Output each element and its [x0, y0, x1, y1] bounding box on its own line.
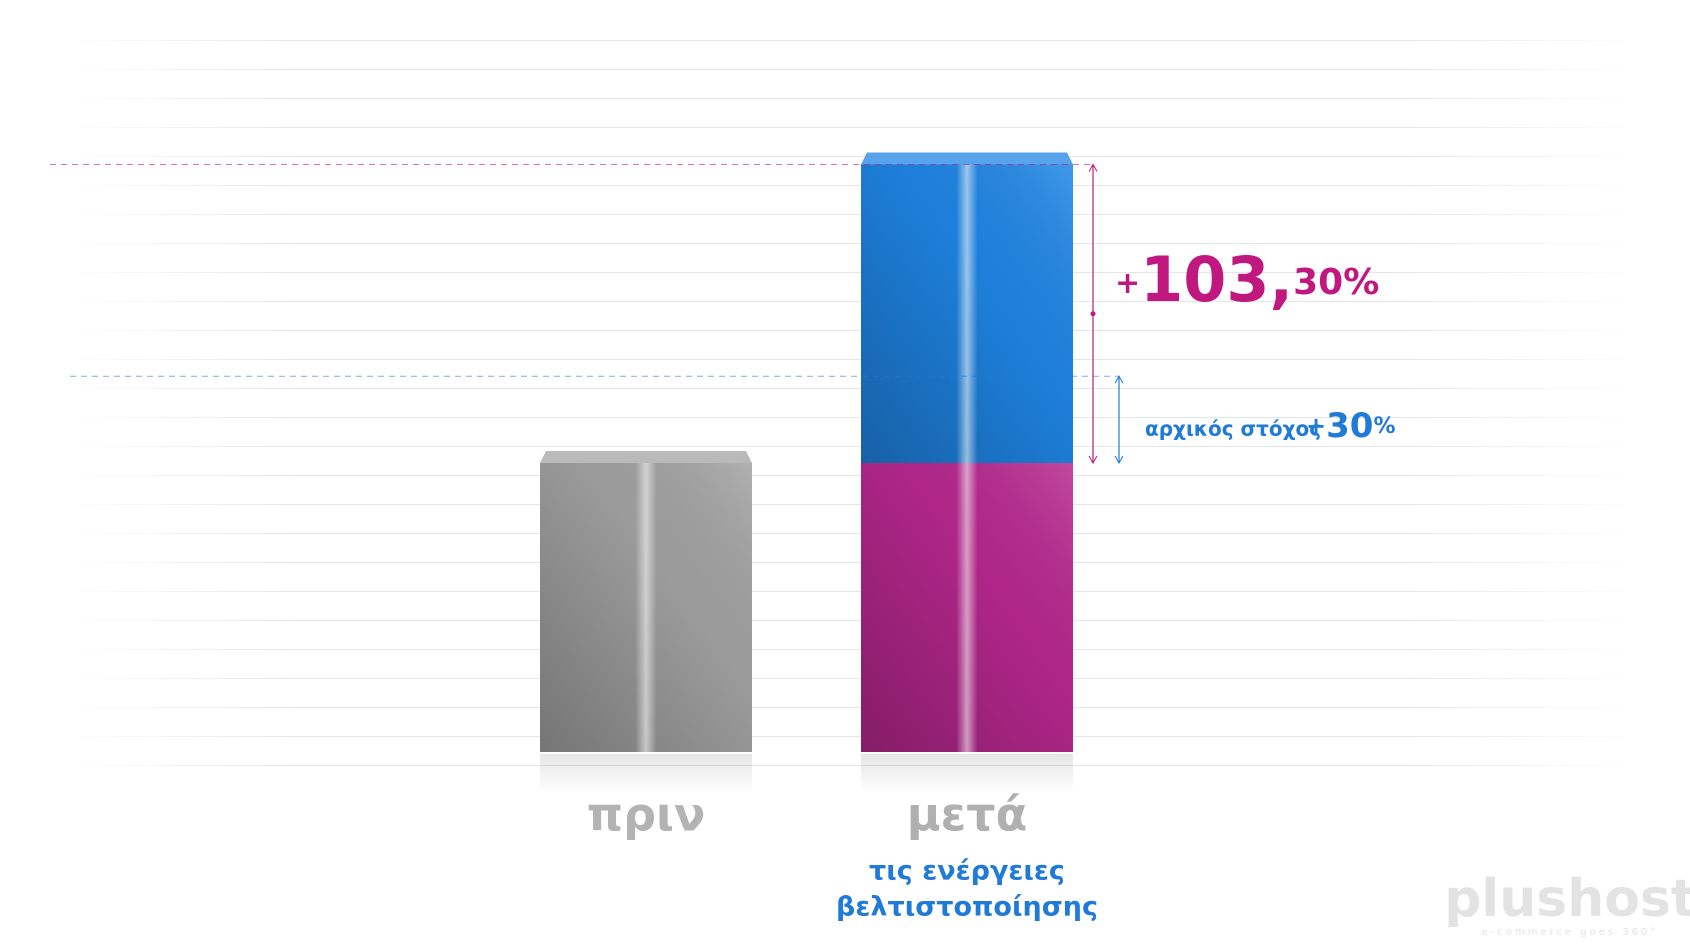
background-line [60, 272, 1640, 273]
background-line [60, 185, 1640, 186]
bar-edge [956, 463, 978, 752]
target-label: αρχικός στόχος [1145, 417, 1321, 441]
background-line [60, 156, 1640, 157]
bar-edge [635, 463, 657, 752]
logo: plushost [1444, 869, 1690, 929]
plot: πριν μετά τις ενέργειες βελτιστοποίησης +103… [50, 152, 1395, 923]
background-line [60, 359, 1640, 360]
background-line [60, 214, 1640, 215]
bar-edge [956, 164, 978, 463]
background-lines [60, 40, 1640, 766]
background-line [60, 301, 1640, 302]
value-label: +103,30% [1115, 243, 1379, 316]
arrow [1088, 455, 1098, 465]
arrow [1114, 455, 1124, 465]
background-line [60, 736, 1640, 737]
background-line [60, 765, 1640, 766]
background-line [60, 504, 1640, 505]
background-line [60, 243, 1640, 244]
background-line [60, 127, 1640, 128]
bar-reflection [861, 754, 1073, 794]
background-line [60, 620, 1640, 621]
background-line [60, 707, 1640, 708]
category-note: τις ενέργειες [869, 856, 1065, 887]
background-line [60, 562, 1640, 563]
bar-reflection [540, 754, 752, 794]
arrow [1114, 375, 1124, 384]
background-line [60, 678, 1640, 679]
x-tick-label: πριν [587, 788, 706, 842]
logo-tagline: e-commerce goes 360° [1482, 927, 1659, 938]
arrow [1088, 163, 1098, 172]
bracket-dot [1090, 311, 1096, 317]
background-line [60, 533, 1640, 534]
background-line [60, 40, 1640, 41]
background-line [60, 649, 1640, 650]
background-line [60, 446, 1640, 447]
background-line [60, 330, 1640, 331]
bar-top [540, 451, 752, 463]
background-line [60, 388, 1640, 389]
background-line [60, 475, 1640, 476]
category-note: βελτιστοποίησης [836, 892, 1098, 923]
target-value: +30% [1306, 406, 1395, 446]
background-line [60, 69, 1640, 70]
background-line [60, 417, 1640, 418]
background-line [60, 98, 1640, 99]
x-tick-label: μετά [907, 788, 1027, 842]
bar-top [861, 152, 1073, 165]
background-line [60, 591, 1640, 592]
